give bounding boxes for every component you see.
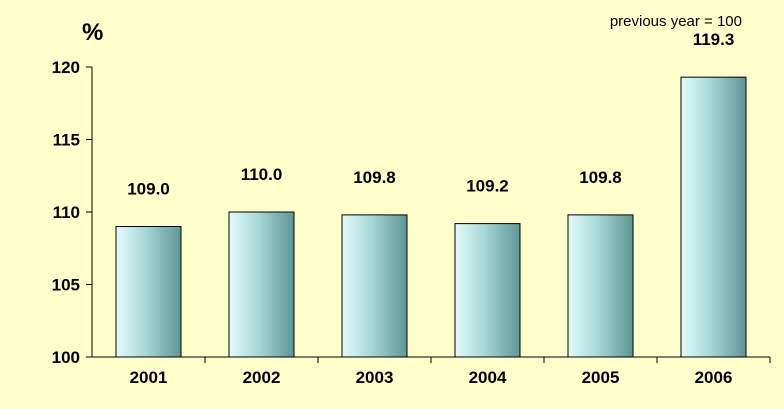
y-axis-label: % bbox=[82, 19, 103, 46]
bar-value-label: 109.8 bbox=[579, 168, 622, 187]
bar-2006 bbox=[680, 76, 747, 358]
chart-note: previous year = 100 bbox=[610, 13, 742, 30]
bar-value-label: 119.3 bbox=[693, 30, 735, 49]
x-tick-label: 2001 bbox=[130, 368, 168, 387]
bar-value-label: 109.8 bbox=[353, 168, 396, 187]
bar-value-label: 109.2 bbox=[466, 177, 509, 196]
x-tick-label: 2006 bbox=[695, 368, 733, 387]
x-tick-label: 2002 bbox=[243, 368, 281, 387]
y-tick-label: 115 bbox=[53, 131, 80, 150]
bar-2002 bbox=[228, 211, 295, 358]
bar-2003 bbox=[341, 214, 408, 358]
bar-2005 bbox=[567, 214, 634, 358]
x-tick-label: 2005 bbox=[582, 368, 620, 387]
y-tick-label: 110 bbox=[53, 203, 80, 222]
y-tick-label: 100 bbox=[52, 348, 80, 367]
bar-2001 bbox=[115, 226, 182, 358]
x-tick-label: 2004 bbox=[469, 368, 507, 387]
y-tick-label: 105 bbox=[52, 276, 80, 295]
bar-value-label: 110.0 bbox=[241, 165, 283, 184]
x-tick-label: 2003 bbox=[356, 368, 394, 387]
y-tick-label: 120 bbox=[52, 58, 80, 77]
bar-value-label: 109.0 bbox=[127, 180, 170, 199]
bar-2004 bbox=[454, 223, 521, 358]
